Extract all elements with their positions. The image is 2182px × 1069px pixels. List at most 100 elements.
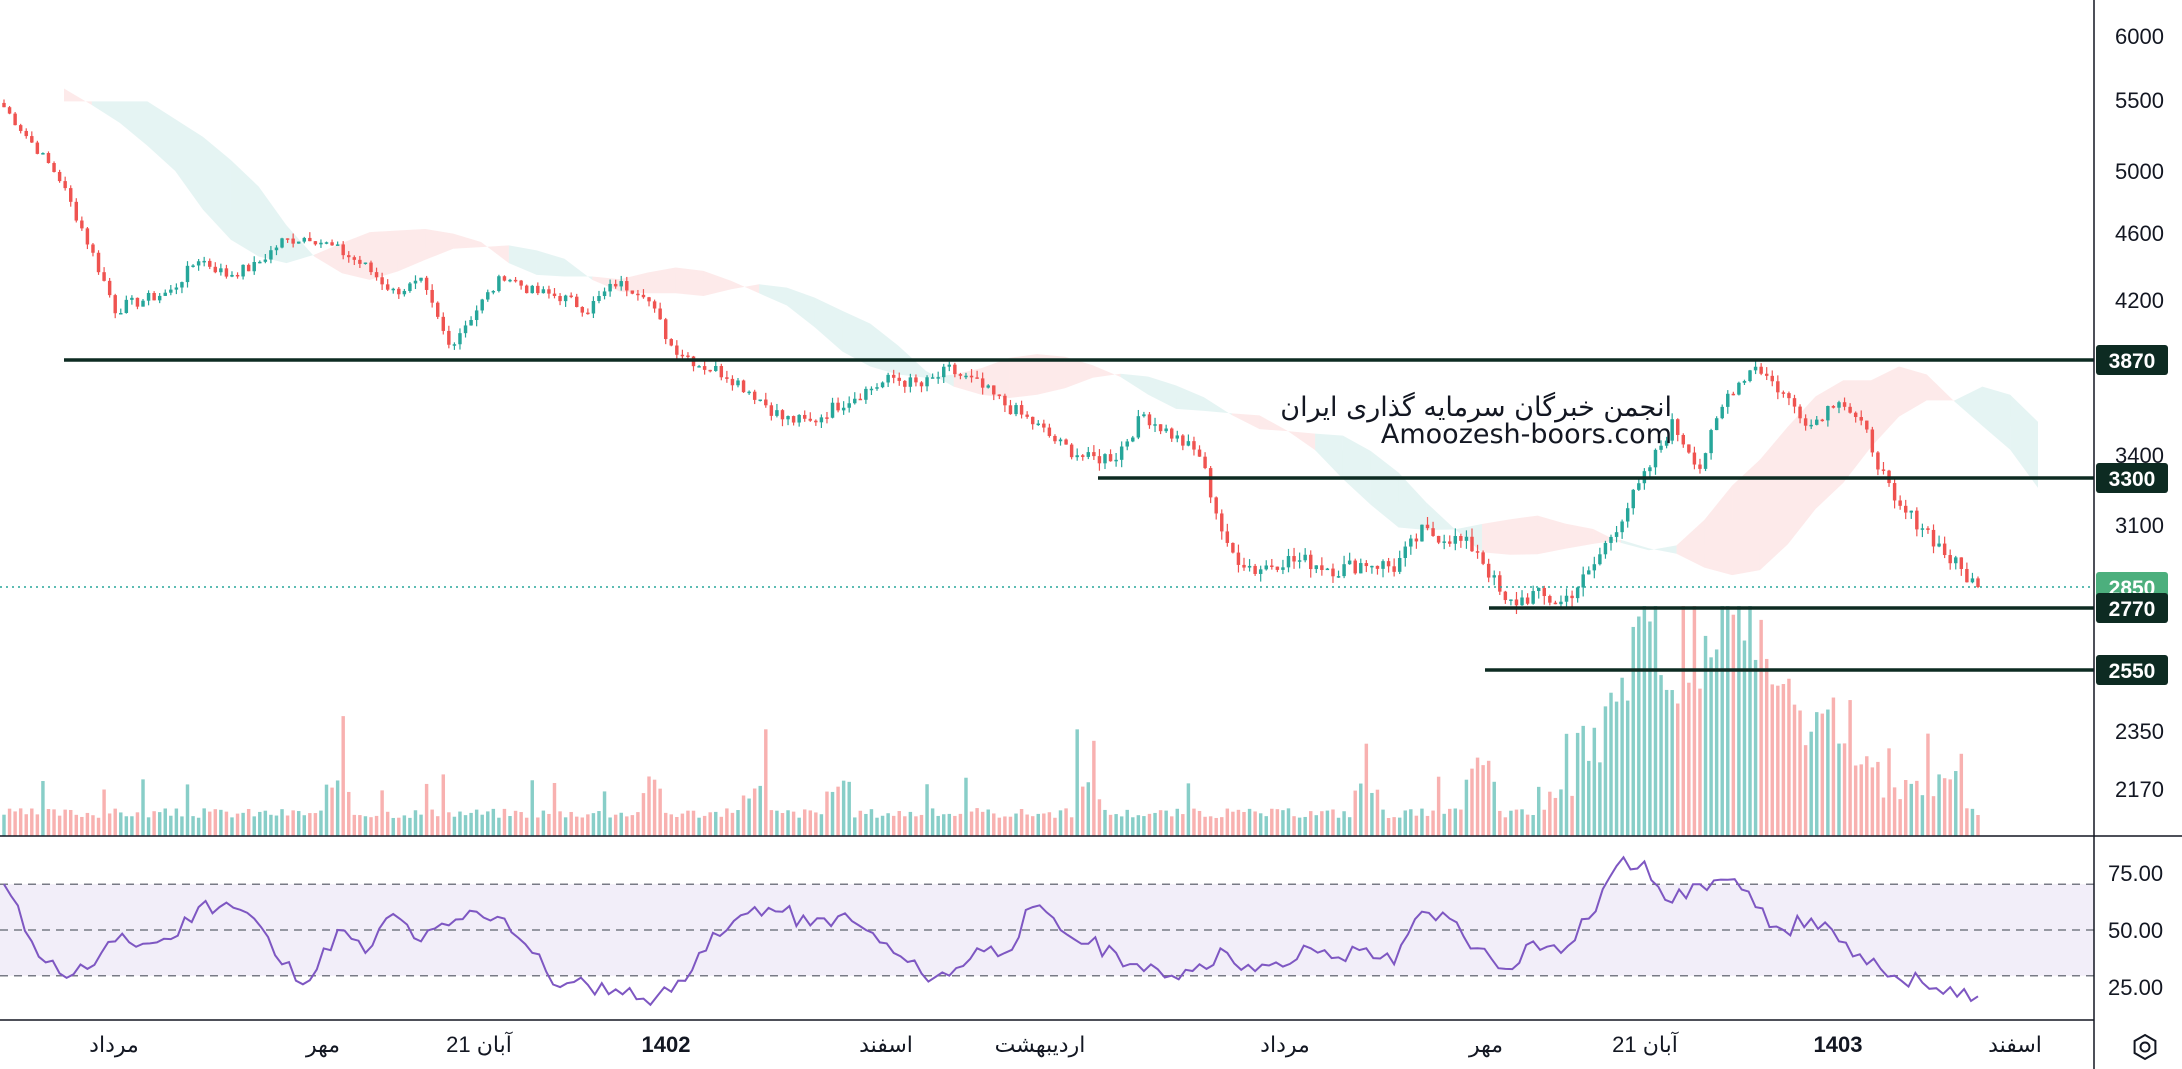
candle [1892,476,1897,509]
volume-bar [714,811,718,836]
volume-bar [1620,677,1624,836]
cloud-segment [1342,435,1371,505]
candle [853,392,857,405]
volume-bar [1381,809,1385,836]
volume-bar [185,784,190,836]
candle [1342,555,1346,579]
cloud-segment [1954,386,1983,426]
candle [1792,394,1797,414]
volume-bar [374,815,379,836]
volume-bar [135,812,140,836]
candle [1108,449,1113,462]
volume-bar [1392,817,1396,836]
volume-bar [413,810,418,836]
candle [1364,560,1369,573]
volume-bar [1787,678,1791,836]
volume-bar [630,815,635,836]
volume-bar [1592,727,1597,836]
volume-bar [802,809,807,836]
volume-bar [1158,810,1163,836]
volume-bar [647,776,651,836]
volume-bar [2,814,6,836]
candle [402,288,407,297]
candle [1676,418,1680,442]
candle [1092,445,1096,460]
candle [1486,558,1491,583]
volume-bar [608,817,612,836]
candle [1220,509,1224,540]
volume-bar [213,809,218,836]
volume-bar [313,813,318,836]
volume-bar [586,814,590,836]
price-level-tag: 2550 [2096,655,2168,685]
candle [2,99,6,108]
volume-bar [1603,706,1608,836]
candle [24,128,28,139]
cloud-segment [453,233,482,249]
candle [30,131,34,143]
volume-bar [569,811,573,836]
candle [1448,535,1452,547]
volume-bar [1442,813,1446,836]
price-tick-label: 4600 [2115,221,2164,246]
cloud-segment [731,280,760,294]
candle [146,290,151,306]
cloud-segment [481,242,509,264]
candle [1603,540,1608,559]
volume-bar [1826,709,1830,836]
chart-settings-icon[interactable] [2133,1033,2157,1061]
candle [752,389,757,405]
time-axis[interactable]: مرداد مهر 21 آبان 1402 اسفند اردیبهشت مرداد مهر… [89,1031,2042,1057]
cloud-segment [175,119,204,210]
volume-bar [1370,792,1374,836]
candle [113,293,117,319]
candle [725,370,729,383]
candle [1937,535,1941,548]
volume-bar [119,812,123,836]
candle [586,308,590,315]
candle [124,295,129,314]
candle [1203,452,1207,470]
volume-bar [1175,808,1180,836]
candle [980,372,985,395]
volume-bar [1792,704,1797,836]
volume-bar [385,811,390,836]
candle [1520,590,1524,606]
candle [1965,562,1969,583]
volume-bar [1776,685,1780,836]
volume-bar [575,816,579,836]
volume-bar [96,817,101,836]
candle [1464,530,1469,549]
time-tick-label: مرداد [89,1032,139,1057]
candle [1803,414,1808,431]
volume-bar [830,791,835,836]
candle [1609,534,1613,551]
candle [1931,524,1936,554]
volume-bar [57,815,62,836]
volume-bar [1103,809,1107,836]
candle [714,361,718,372]
candle [1125,438,1129,451]
candle [169,285,173,296]
cloud-segment [1120,373,1149,395]
volume-bar [169,815,173,836]
candle [1592,556,1597,579]
volume-bar [1475,757,1480,836]
candle [1726,390,1730,414]
candle [135,297,140,310]
candle [1787,391,1791,406]
volume-bar [1253,811,1257,836]
candle [1720,404,1724,420]
volume-bar [1881,797,1886,836]
candle [836,397,840,413]
volume-bar [1514,809,1519,836]
candle [1809,419,1813,430]
volume-bar [419,814,423,836]
rsi-axis[interactable]: 75.00 50.00 25.00 [2108,861,2163,1000]
cloud-segment [314,243,343,274]
candle [1258,565,1263,582]
candle [1614,525,1619,543]
price-tick-label: 5000 [2115,159,2164,184]
